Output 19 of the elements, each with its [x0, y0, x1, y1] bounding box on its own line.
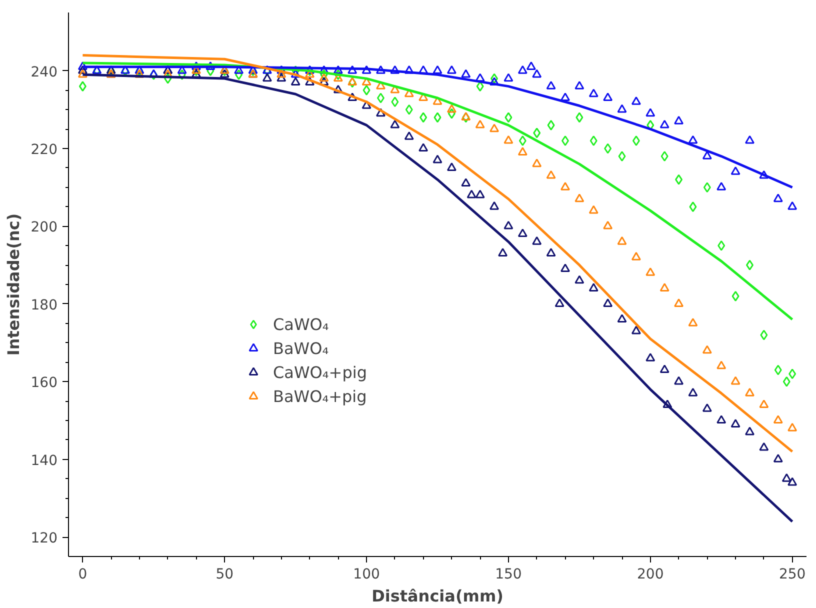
x-tick-label: 200 [637, 566, 664, 582]
legend-label: BaWO₄ [273, 338, 329, 358]
x-tick-label: 50 [216, 566, 234, 582]
x-tick-label: 250 [778, 566, 806, 582]
y-tick-label: 140 [30, 452, 58, 469]
x-tick-label: 150 [495, 566, 522, 582]
legend-label: CaWO₄ [273, 314, 329, 334]
y-tick-label: 180 [30, 297, 58, 314]
y-tick-label: 160 [30, 375, 58, 392]
legend-label: CaWO₄+pig [273, 362, 367, 382]
y-axis-title: Intensidade(nc) [4, 213, 23, 356]
y-tick-label: 120 [30, 530, 58, 547]
y-tick-label: 240 [30, 64, 58, 80]
x-axis-title: Distância(mm) [372, 586, 504, 606]
x-tick-label: 0 [78, 566, 88, 582]
y-tick-label: 200 [30, 220, 58, 236]
x-tick-label: 100 [353, 566, 380, 582]
legend-label: BaWO₄+pig [273, 386, 367, 406]
y-tick-label: 220 [30, 142, 58, 158]
